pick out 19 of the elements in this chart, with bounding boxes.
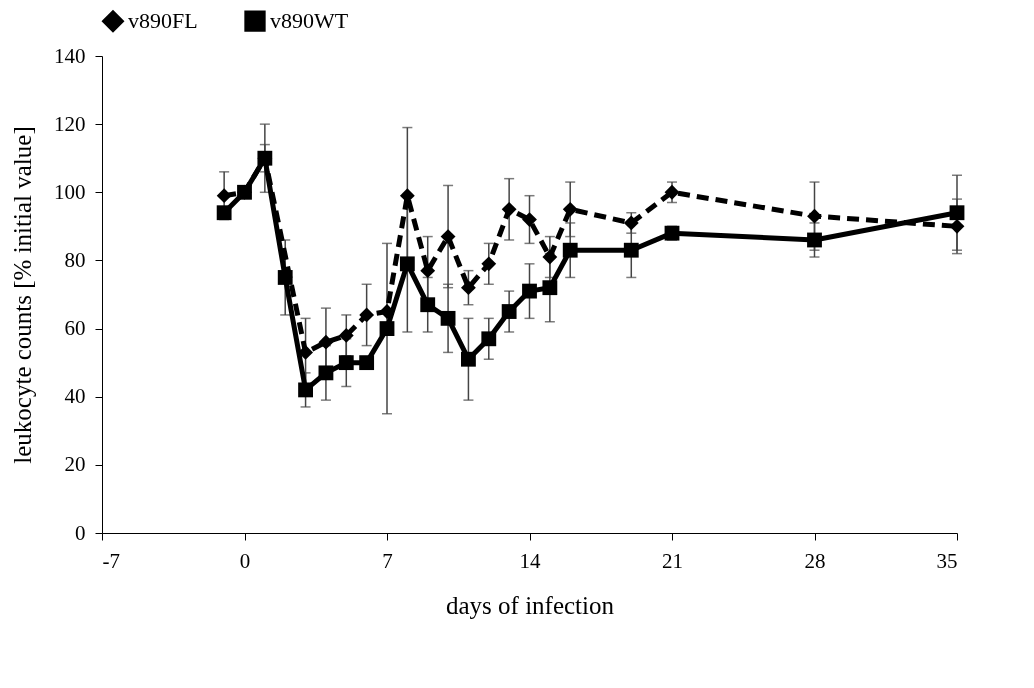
y-axis-title: leukocyte counts [% initial value] bbox=[9, 126, 36, 464]
y-tick-label: 60 bbox=[64, 316, 86, 341]
legend-label: v890WT bbox=[270, 8, 349, 34]
x-axis-title: days of infection bbox=[445, 591, 615, 619]
y-tick-label: 140 bbox=[54, 43, 86, 68]
x-tick-label: -7 bbox=[102, 548, 120, 573]
y-tick-label: 120 bbox=[54, 111, 86, 136]
legend-label: v890FL bbox=[128, 8, 198, 34]
x-tick-label: 7 bbox=[382, 548, 393, 573]
x-tick-label: 21 bbox=[662, 548, 683, 573]
y-tick-label: 80 bbox=[64, 247, 86, 272]
x-tick-label: 14 bbox=[519, 548, 541, 573]
x-tick-label: 28 bbox=[804, 548, 826, 573]
y-tick-label: 20 bbox=[64, 452, 86, 477]
x-tick-label: 0 bbox=[239, 548, 251, 573]
y-tick-label: 0 bbox=[75, 520, 86, 545]
y-tick-label: 100 bbox=[54, 179, 86, 204]
x-tick-label: 35 bbox=[936, 548, 958, 573]
y-tick-label: 40 bbox=[64, 384, 86, 409]
